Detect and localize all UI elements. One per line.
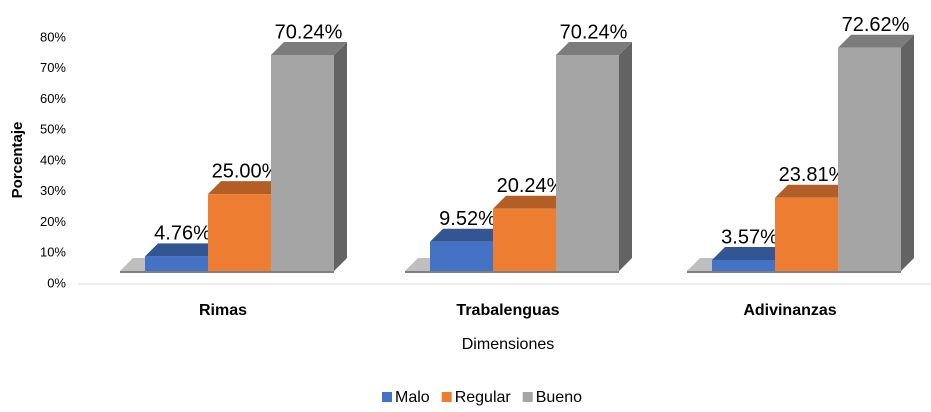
- y-tick-label: 80%: [40, 29, 66, 44]
- x-tick-label: Trabalenguas: [456, 302, 559, 319]
- legend-label: Regular: [455, 389, 512, 406]
- value-label: 9.52%: [439, 208, 496, 230]
- bar-front: [208, 194, 271, 271]
- bar: [838, 34, 914, 272]
- x-tick-label: Rimas: [199, 302, 247, 319]
- value-label: 25.00%: [212, 160, 280, 182]
- value-label: 70.24%: [560, 21, 628, 43]
- bar-front: [556, 55, 619, 272]
- value-label: 4.76%: [154, 223, 211, 245]
- y-tick-label: 40%: [40, 152, 66, 167]
- bar-top: [271, 42, 347, 56]
- bar-side: [334, 42, 347, 272]
- bar-front: [271, 55, 334, 272]
- bar-front: [493, 208, 556, 271]
- bar-front: [838, 47, 901, 272]
- legend-label: Malo: [395, 389, 430, 406]
- value-label: 70.24%: [275, 21, 343, 43]
- bar-front: [775, 197, 838, 271]
- y-tick-label: 70%: [40, 60, 66, 75]
- bar-side: [901, 34, 914, 272]
- y-tick-label: 60%: [40, 91, 66, 106]
- value-label: 3.57%: [721, 226, 778, 248]
- y-tick-label: 30%: [40, 183, 66, 198]
- y-tick-label: 0%: [47, 275, 66, 290]
- value-label: 72.62%: [842, 14, 910, 36]
- y-axis-label: Porcentaje: [9, 122, 26, 199]
- legend-swatch: [522, 392, 533, 402]
- y-tick-label: 10%: [40, 245, 66, 260]
- bar-top: [775, 184, 851, 198]
- floor-side: [687, 271, 901, 273]
- bar-top: [208, 181, 284, 195]
- floor-side: [405, 271, 619, 273]
- bar-front: [430, 241, 493, 271]
- bar: [556, 42, 632, 272]
- bar-top: [838, 34, 914, 48]
- bar-side: [619, 42, 632, 272]
- y-tick-label: 20%: [40, 214, 66, 229]
- legend-swatch: [441, 392, 452, 402]
- bar-top: [493, 195, 569, 209]
- value-label: 23.81%: [779, 164, 847, 186]
- bar: [271, 42, 347, 272]
- bar-top: [556, 42, 632, 56]
- floor-side: [120, 271, 334, 273]
- bar-top: [430, 228, 506, 242]
- x-axis-label: Dimensiones: [462, 336, 554, 353]
- x-tick-label: Adivinanzas: [743, 302, 836, 319]
- bar-front: [712, 260, 775, 271]
- bar-top: [145, 243, 221, 257]
- bar-top: [712, 247, 788, 261]
- legend-swatch: [382, 392, 392, 402]
- legend-label: Bueno: [536, 389, 582, 406]
- y-tick-label: 50%: [40, 122, 66, 137]
- bar-front: [145, 256, 208, 271]
- value-label: 20.24%: [497, 175, 565, 197]
